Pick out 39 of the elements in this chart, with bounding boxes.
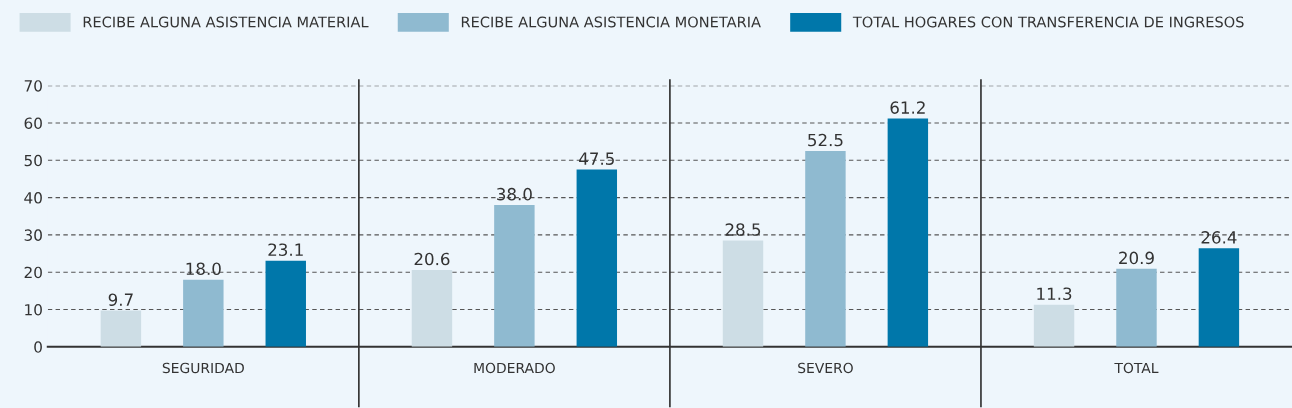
bar [887, 118, 929, 347]
bar [494, 205, 535, 347]
legend-label: RECIBE ALGUNA ASISTENCIA MONETARIA [461, 16, 761, 28]
y-tick-label: 0 [34, 341, 42, 353]
bar [265, 260, 306, 347]
data-label: 23.1 [268, 243, 303, 257]
y-tick-label: 30 [24, 229, 42, 241]
x-tick-label: TOTAL [1114, 362, 1159, 374]
data-label: 47.5 [579, 152, 614, 165]
data-label: 61.2 [890, 101, 925, 114]
x-tick-label: MODERADO [474, 362, 555, 374]
bar [576, 169, 618, 347]
bar [183, 279, 224, 347]
data-label: 11.3 [1037, 287, 1072, 301]
data-label: 20.9 [1119, 251, 1154, 265]
bar [1198, 248, 1240, 347]
y-tick-label: 50 [24, 154, 42, 167]
y-tick-label: 70 [24, 80, 42, 92]
legend-label: RECIBE ALGUNA ASISTENCIA MATERIAL [83, 16, 369, 28]
bar [1033, 304, 1075, 347]
data-label: 20.6 [414, 252, 450, 266]
x-tick-label: SEVERO [798, 362, 853, 374]
data-label: 18.0 [186, 262, 221, 276]
y-tick-label: 20 [24, 266, 42, 279]
bar [722, 240, 764, 347]
y-tick-label: 60 [24, 117, 42, 129]
bar [411, 269, 453, 347]
legend-label: TOTAL HOGARES CON TRANSFERENCIA DE INGRESOS [852, 16, 1244, 28]
y-tick-label: 10 [25, 303, 42, 316]
data-label: 9.7 [108, 293, 133, 306]
data-label: 38.0 [497, 187, 532, 201]
bar [1116, 268, 1157, 347]
data-label: 28.5 [725, 223, 761, 236]
data-label: 26.4 [1201, 231, 1237, 244]
x-tick-label: SEGURIDAD [162, 362, 244, 374]
bar [805, 150, 846, 347]
bar [100, 310, 142, 347]
data-label: 52.5 [808, 133, 843, 147]
y-tick-label: 40 [24, 192, 42, 204]
